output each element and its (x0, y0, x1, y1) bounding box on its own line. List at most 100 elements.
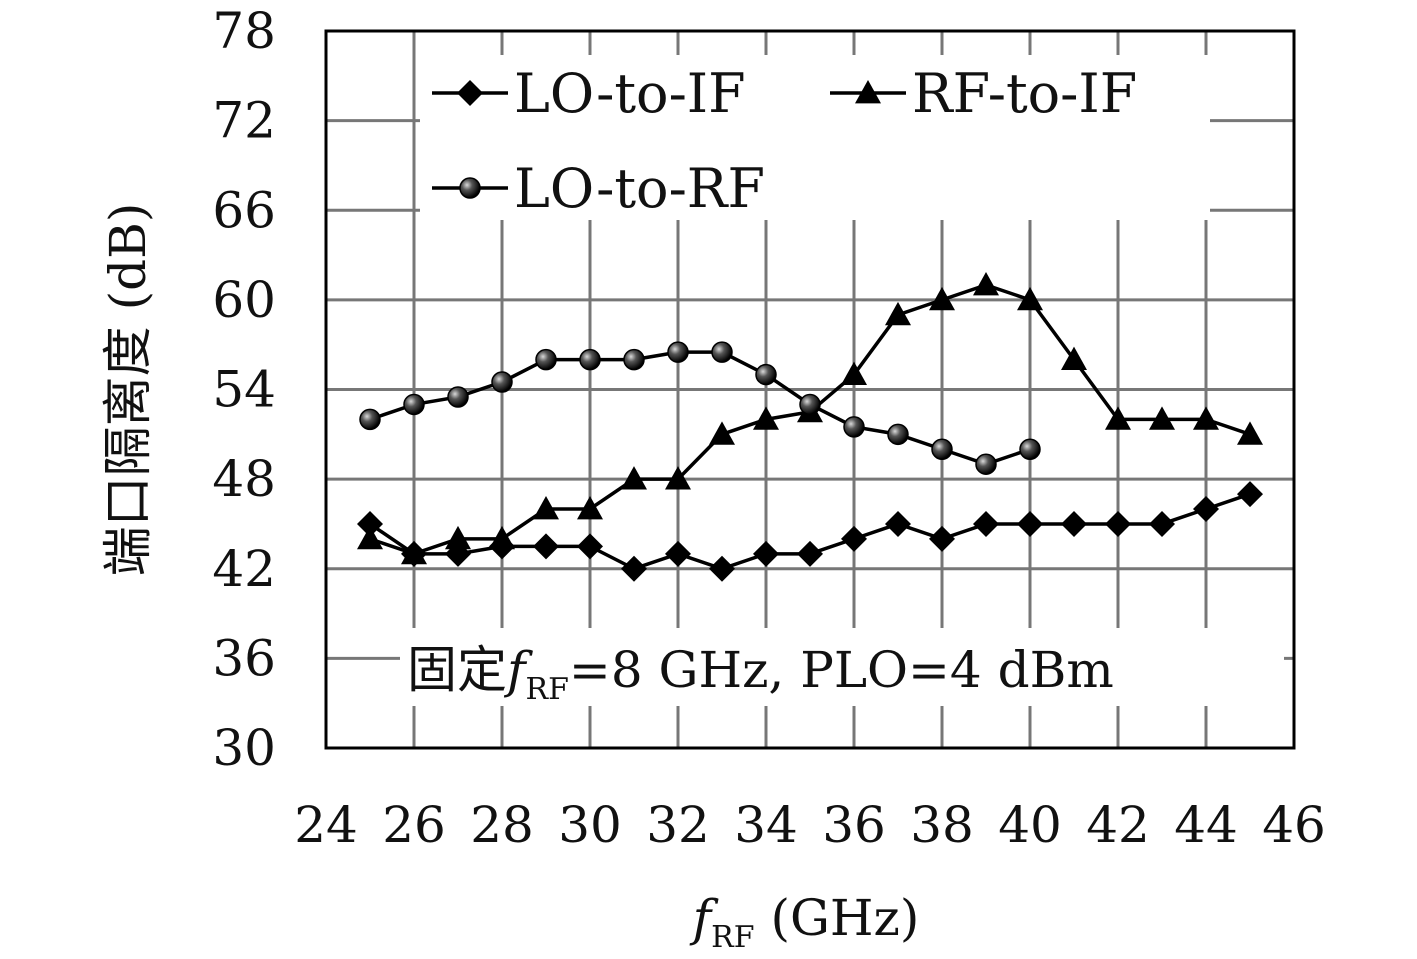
data-point-rf-to-if (1149, 406, 1175, 430)
x-tick-label: 34 (734, 796, 798, 854)
data-point-lo-to-if (1061, 510, 1087, 537)
legend-marker-rf-to-if (855, 80, 881, 104)
y-tick-label: 72 (212, 92, 276, 150)
data-point-rf-to-if (577, 496, 603, 520)
data-point-rf-to-if (1061, 346, 1087, 371)
x-tick-label: 38 (910, 796, 974, 854)
data-point-rf-to-if (445, 525, 471, 550)
data-point-lo-to-if (621, 555, 647, 582)
x-tick-label: 30 (558, 796, 622, 854)
data-point-rf-to-if (401, 540, 427, 565)
data-point-lo-to-rf (667, 341, 689, 363)
data-point-lo-to-if (797, 540, 823, 567)
data-point-rf-to-if (929, 286, 955, 311)
data-point-rf-to-if (709, 421, 735, 445)
data-point-lo-to-if (357, 510, 383, 537)
series-line-lo-to-rf (369, 350, 1031, 467)
y-tick-label: 30 (212, 719, 276, 777)
data-point-rf-to-if (1237, 421, 1263, 445)
data-point-lo-to-rf (403, 393, 425, 416)
data-point-lo-to-rf (843, 416, 865, 438)
data-point-lo-to-rf (579, 348, 601, 371)
legend-marker-lo-to-rf (459, 177, 481, 199)
x-tick-label: 32 (646, 796, 710, 854)
data-point-lo-to-rf (491, 371, 513, 393)
x-tick-label: 46 (1262, 796, 1326, 854)
data-point-lo-to-rf (535, 348, 557, 371)
data-point-rf-to-if (1105, 406, 1131, 430)
y-tick-label: 54 (212, 361, 276, 419)
legend: LO-to-IF RF-to-IF LO-to-RF (420, 55, 1210, 220)
y-tick-label: 78 (212, 2, 276, 60)
legend-label-rf-to-if: RF-to-IF (912, 62, 1137, 125)
series-layer (357, 271, 1263, 582)
data-point-lo-to-if (1237, 481, 1263, 508)
y-tick-label: 66 (212, 181, 276, 239)
x-tick-label: 42 (1086, 796, 1150, 854)
x-axis-label: fRF (GHz) (689, 889, 920, 955)
data-point-lo-to-if (973, 510, 999, 537)
data-point-lo-to-if (577, 533, 603, 560)
series-lo-to-rf (359, 341, 1041, 475)
data-point-lo-to-if (885, 510, 911, 537)
data-point-rf-to-if (753, 406, 779, 430)
data-point-rf-to-if (1017, 286, 1043, 311)
data-point-lo-to-rf (887, 423, 909, 446)
tick-labels: 24 26 28 30 32 34 36 38 40 42 44 46 30 36 42 48 54 60 66 72… (212, 2, 1325, 854)
annotation-suffix: =8 GHz, PLO=4 dBm (569, 641, 1114, 699)
x-axis-label-subscript: RF (711, 920, 754, 955)
series-lo-to-if (357, 481, 1263, 582)
data-point-lo-to-if (929, 525, 955, 552)
x-tick-label: 44 (1174, 796, 1238, 854)
data-point-lo-to-rf (447, 386, 469, 408)
data-point-rf-to-if (621, 466, 647, 490)
data-point-lo-to-rf (975, 453, 997, 475)
data-point-lo-to-rf (359, 408, 381, 431)
y-tick-label: 36 (212, 629, 276, 687)
annotation-subscript: RF (526, 672, 569, 707)
data-point-lo-to-if (665, 540, 691, 567)
x-axis-label-unit: (GHz) (755, 889, 920, 947)
annotation-background (400, 628, 1284, 706)
y-axis-label: 端口隔离度 (dB) (99, 203, 157, 577)
data-point-lo-to-if (1105, 510, 1131, 537)
data-point-lo-to-if (1149, 510, 1175, 537)
legend-label-lo-to-if: LO-to-IF (514, 62, 746, 125)
data-point-lo-to-if (753, 540, 779, 567)
data-point-lo-to-if (533, 533, 559, 560)
x-tick-label: 40 (998, 796, 1062, 854)
data-point-lo-to-rf (931, 438, 953, 460)
data-point-lo-to-rf (1019, 438, 1041, 460)
legend-item-rf-to-if: RF-to-IF (830, 62, 1137, 125)
data-point-lo-to-if (709, 555, 735, 582)
data-point-rf-to-if (1193, 406, 1219, 430)
data-point-rf-to-if (533, 496, 559, 520)
annotation: 固定fRF=8 GHz, PLO=4 dBm (400, 628, 1284, 707)
y-tick-label: 42 (212, 540, 276, 598)
data-point-rf-to-if (665, 466, 691, 490)
y-tick-label: 60 (212, 271, 276, 329)
data-point-lo-to-rf (623, 348, 645, 371)
data-point-rf-to-if (489, 525, 515, 550)
data-point-lo-to-if (841, 525, 867, 552)
data-point-rf-to-if (973, 271, 999, 296)
plot-frame (324, 29, 1296, 750)
legend-item-lo-to-if: LO-to-IF (432, 62, 746, 125)
annotation-text: 固定fRF=8 GHz, PLO=4 dBm (407, 641, 1114, 707)
y-tick-label: 48 (212, 450, 276, 508)
x-tick-label: 26 (382, 796, 446, 854)
legend-item-lo-to-rf: LO-to-RF (432, 157, 765, 220)
data-point-rf-to-if (357, 525, 383, 550)
data-point-lo-to-rf (711, 341, 733, 363)
annotation-prefix: 固定 (407, 641, 507, 699)
data-point-rf-to-if (885, 301, 911, 326)
data-point-lo-to-rf (755, 363, 777, 386)
data-point-lo-to-if (1017, 510, 1043, 537)
legend-background (420, 55, 1210, 220)
data-point-rf-to-if (841, 361, 867, 385)
legend-label-lo-to-rf: LO-to-RF (514, 157, 765, 220)
x-tick-label: 28 (470, 796, 534, 854)
legend-marker-lo-to-if (457, 80, 483, 106)
